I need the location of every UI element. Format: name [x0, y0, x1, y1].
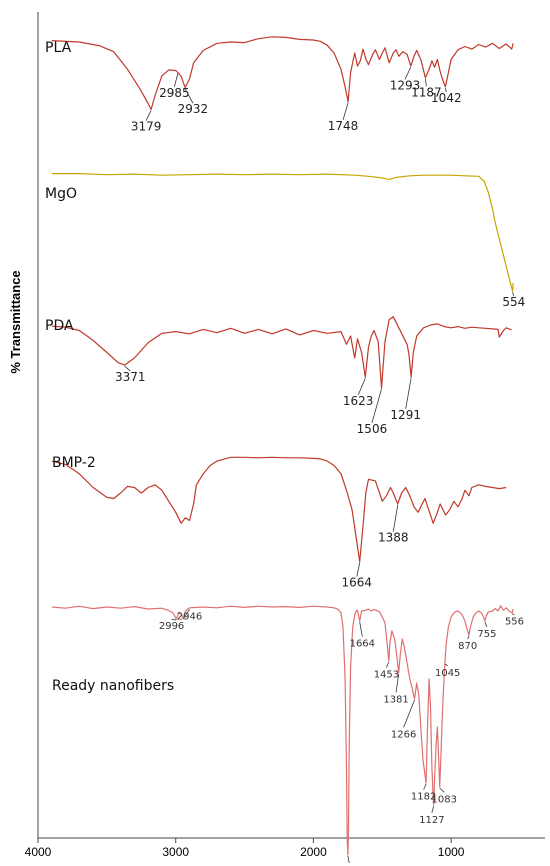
peak-leader-line	[124, 365, 131, 372]
peak-leader-line	[439, 787, 445, 793]
peak-leader-line	[392, 504, 399, 532]
peak-leader-line	[431, 805, 435, 814]
series-line	[51, 605, 514, 856]
peak-label: 2946	[177, 611, 202, 622]
peak-leader-line	[512, 292, 515, 297]
peak-label: 1127	[419, 815, 444, 826]
peak-leader-line	[423, 783, 427, 790]
peak-leader-line	[404, 66, 412, 80]
peak-leader-line	[467, 635, 470, 640]
x-tick-label: 4000	[25, 845, 52, 859]
series-name-label: Ready nanofibers	[52, 678, 174, 694]
peak-leader-line	[386, 661, 390, 668]
peak-label: 2996	[159, 621, 184, 632]
peak-leader-line	[484, 621, 488, 628]
peak-label: 3179	[131, 120, 162, 134]
peak-label: 1750	[337, 865, 362, 866]
peak-leader-line	[347, 855, 350, 863]
peak-leader-line	[171, 618, 177, 621]
peak-label: 1664	[350, 639, 375, 650]
peak-label: 1293	[390, 78, 421, 92]
peak-label: 2985	[159, 86, 190, 100]
peak-label: 1506	[357, 422, 388, 436]
peak-leader-line	[444, 87, 447, 93]
peak-leader-line	[342, 102, 349, 120]
peak-label: 1388	[378, 531, 409, 545]
peak-leader-line	[405, 378, 412, 409]
series-name-label: MgO	[45, 186, 77, 202]
x-tick-label: 2000	[300, 845, 327, 859]
peak-label: 1083	[432, 794, 457, 805]
x-tick-label: 3000	[162, 845, 189, 859]
peak-label: 1042	[431, 91, 462, 105]
peak-leader-line	[403, 699, 415, 728]
series-line	[51, 173, 514, 292]
peak-label: 1045	[435, 668, 460, 679]
peak-leader-line	[173, 73, 179, 88]
peak-label: 556	[505, 617, 524, 628]
series-name-label: BMP-2	[52, 455, 96, 471]
peak-leader-line	[145, 110, 152, 121]
peak-leader-line	[357, 378, 366, 396]
peak-leader-line	[512, 613, 515, 615]
peak-label: 1291	[390, 408, 421, 422]
series-line	[51, 316, 512, 389]
series-name-label: PLA	[45, 40, 72, 56]
peak-label: 1748	[328, 119, 359, 133]
peak-label: 3371	[115, 370, 146, 384]
peak-label: 755	[477, 629, 496, 640]
peak-leader-line	[395, 673, 400, 693]
peak-label: 1182	[411, 792, 436, 803]
peak-leader-line	[182, 609, 190, 620]
peak-leader-line	[444, 663, 448, 667]
peak-label: 1266	[391, 729, 416, 740]
peak-leader-line	[359, 621, 363, 637]
peak-label: 1187	[411, 85, 442, 99]
peak-label: 554	[502, 295, 525, 309]
series-3: BMP-2 1664 1388	[51, 455, 507, 590]
peak-label: 2932	[178, 102, 209, 116]
peak-label: 1623	[343, 394, 374, 408]
peak-leader-line	[184, 88, 194, 104]
series-name-label: PDA	[45, 318, 74, 334]
series-line	[51, 36, 514, 111]
peak-label: 1381	[383, 694, 408, 705]
y-axis-label: % Transmittance	[8, 270, 23, 373]
series-1: MgO 554	[45, 173, 525, 309]
series-line	[51, 456, 507, 563]
x-axis-ticks: 4000 3000 2000 1000	[25, 838, 465, 859]
peak-leader-line	[371, 389, 382, 423]
peak-label: 870	[458, 641, 477, 652]
peak-label: 1664	[342, 576, 373, 590]
x-tick-label: 1000	[438, 845, 465, 859]
peak-leader-line	[356, 562, 361, 577]
peak-label: 1453	[374, 670, 399, 681]
peak-leader-line	[424, 78, 427, 87]
